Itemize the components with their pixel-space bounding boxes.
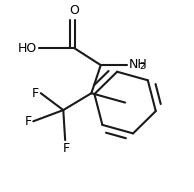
Text: F: F xyxy=(32,87,39,100)
Text: 2: 2 xyxy=(139,62,145,70)
Text: F: F xyxy=(24,115,31,128)
Text: NH: NH xyxy=(129,58,148,71)
Text: HO: HO xyxy=(18,42,37,55)
Text: F: F xyxy=(62,142,70,155)
Text: O: O xyxy=(70,4,80,17)
